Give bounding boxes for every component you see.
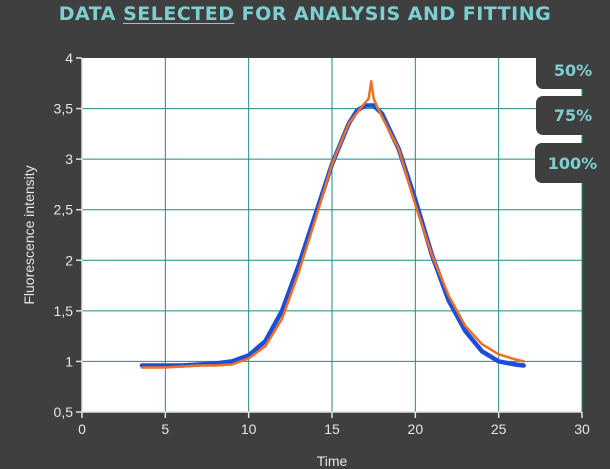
zoom-50-button[interactable]: 50% — [536, 51, 610, 89]
y-tick-label: 4 — [65, 50, 73, 66]
x-tick-label: 10 — [241, 421, 257, 437]
y-tick-label: 1 — [65, 353, 73, 369]
zoom-100-button[interactable]: 100% — [535, 143, 610, 183]
x-tick-label: 15 — [324, 421, 340, 437]
y-axis-label: Fluorescence intensity — [21, 165, 37, 304]
y-tick-label: 2 — [65, 252, 73, 268]
x-axis-label: Time — [317, 453, 348, 469]
y-tick-label: 3 — [65, 151, 73, 167]
page-title: DATA SELECTED FOR ANALYSIS AND FITTING — [0, 3, 610, 25]
data-series — [139, 80, 526, 369]
x-tick-label: 0 — [78, 421, 86, 437]
x-tick-label: 20 — [408, 421, 424, 437]
y-tick-label: 3,5 — [54, 101, 74, 117]
title-part: FOR ANALYSIS AND FITTING — [234, 3, 552, 25]
zoom-75-button[interactable]: 75% — [536, 96, 610, 135]
y-tick-label: 1,5 — [54, 303, 74, 319]
title-part: DATA — [58, 3, 124, 25]
y-tick-label: 0,5 — [54, 404, 74, 420]
tick-labels: 0 5 10 15 20 25 30 0,5 1 1,5 2 2,5 3 3,5 4 — [54, 50, 590, 437]
x-tick-label: 5 — [161, 421, 169, 437]
x-tick-label: 25 — [491, 421, 507, 437]
x-tick-label: 30 — [574, 421, 590, 437]
title-selected-word: SELECTED — [123, 3, 235, 25]
y-tick-label: 2,5 — [54, 202, 74, 218]
series-line-fit — [140, 80, 525, 369]
